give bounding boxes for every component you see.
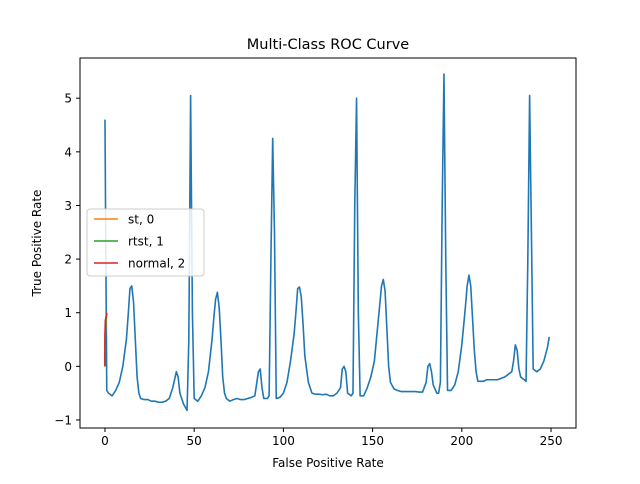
y-axis-label: True Positive Rate [30, 190, 44, 298]
chart-title: Multi-Class ROC Curve [247, 37, 410, 53]
x-axis-ticks: 0 50 100 150 200 250 [101, 428, 562, 448]
legend: st, 0 rtst, 1 normal, 2 [86, 208, 205, 277]
legend-box [86, 208, 205, 277]
x-axis-label: False Positive Rate [272, 456, 384, 470]
series-line-normal [104, 312, 108, 367]
y-tick-label: 4 [64, 145, 72, 159]
y-tick-label: 2 [64, 253, 72, 267]
x-tick-label: 150 [361, 434, 384, 448]
y-tick-label: −1 [54, 413, 72, 427]
plot-frame [79, 57, 577, 429]
x-tick-label: 250 [540, 434, 563, 448]
y-tick-label: 5 [64, 92, 72, 106]
plot-lines [104, 73, 551, 412]
x-tick-label: 100 [272, 434, 295, 448]
x-tick-label: 0 [101, 434, 109, 448]
legend-label-st: st, 0 [128, 213, 154, 227]
legend-label-normal: normal, 2 [128, 257, 185, 271]
y-tick-label: 1 [64, 306, 72, 320]
y-tick-label: 0 [64, 360, 72, 374]
series-line-unnamed-0 [104, 73, 551, 412]
x-tick-label: 200 [450, 434, 473, 448]
legend-label-rtst: rtst, 1 [128, 235, 164, 249]
y-tick-label: 3 [64, 199, 72, 213]
x-tick-label: 50 [187, 434, 202, 448]
y-axis-ticks: −1 0 1 2 3 4 5 [54, 92, 80, 427]
